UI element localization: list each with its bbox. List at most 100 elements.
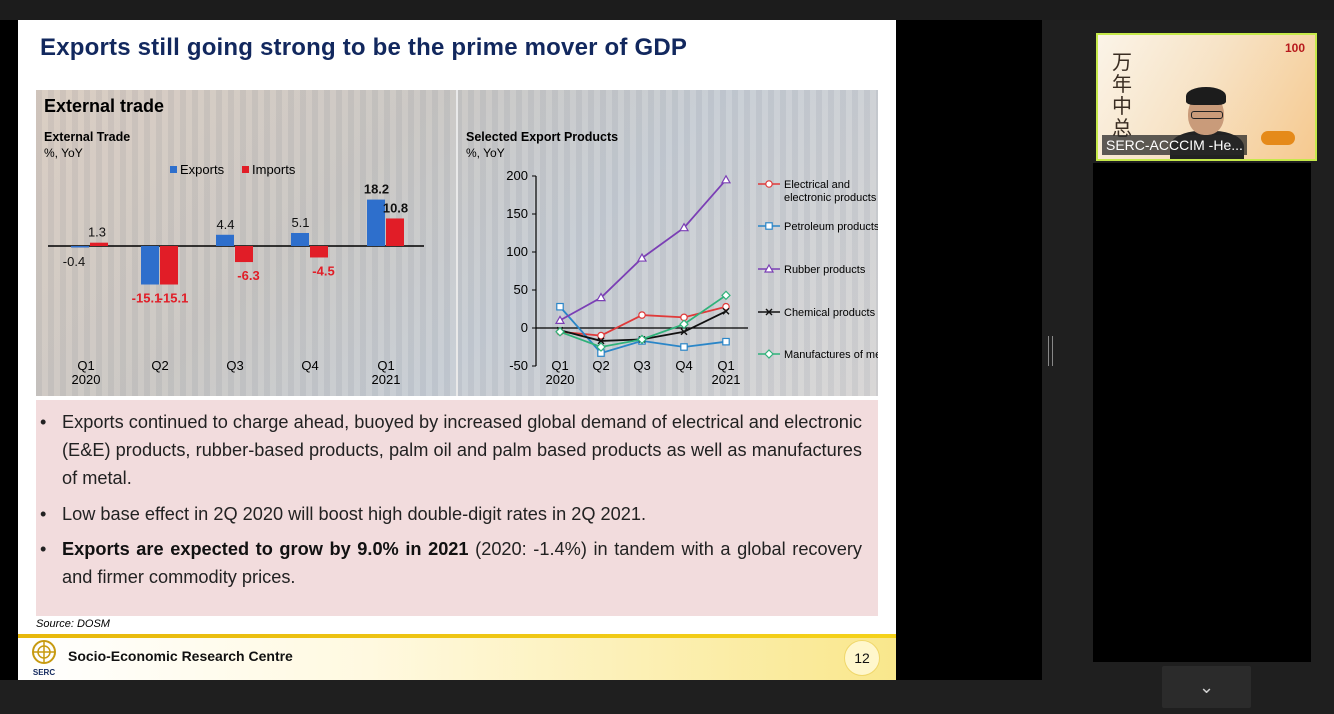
bar-imports [160, 246, 178, 285]
bar-exports [291, 232, 309, 246]
external-trade-bar-chart: Exports Imports-0.41.3Q12020-15.1-15.1Q24… [48, 162, 424, 387]
panel-resize-handle[interactable] [1048, 336, 1053, 366]
data-label: -6.3 [237, 268, 259, 283]
data-point [597, 331, 605, 340]
logo-text: SERC [33, 668, 55, 677]
bar-imports [235, 246, 253, 263]
data-label: 10.8 [383, 200, 408, 215]
legend-label: Rubber products [784, 264, 866, 276]
legend-marker [764, 349, 774, 359]
y-tick-label: 150 [506, 206, 528, 221]
x-tick-label: Q1 [77, 358, 94, 373]
x-tick-label: Q1 [377, 358, 394, 373]
calligraphy-decoration: 万年中总 [1112, 50, 1132, 140]
legend-label: Imports [252, 162, 296, 177]
x-tick-label: 2020 [72, 372, 101, 387]
slide-footer: SERC Socio-Economic Research Centre 12 [18, 638, 896, 680]
bullet-bold-text: Exports are expected to grow by 9.0% in … [62, 539, 469, 559]
x-tick-label: Q3 [226, 358, 243, 373]
organization-name: Socio-Economic Research Centre [68, 648, 293, 664]
data-point [722, 307, 730, 315]
legend-swatch [242, 166, 249, 173]
bullet-points-box: • Exports continued to charge ahead, buo… [36, 400, 878, 616]
bullet-text: Exports are expected to grow by 9.0% in … [62, 535, 862, 591]
x-tick-label: Q2 [592, 358, 609, 373]
source-note: Source: DOSM [36, 618, 110, 630]
legend-marker [763, 263, 775, 273]
bar-exports [367, 199, 385, 246]
data-point [636, 252, 648, 262]
data-point [680, 343, 688, 351]
bar-exports [71, 246, 89, 248]
serc-logo-icon: SERC [32, 640, 56, 677]
x-tick-label: 2020 [546, 372, 575, 387]
participant-glasses [1191, 111, 1223, 119]
data-point [720, 174, 732, 184]
legend-label: Exports [180, 162, 225, 177]
panel-divider [456, 90, 458, 396]
participant-video-tile[interactable]: 万年中总 100 SERC-ACCCIM -He... [1096, 33, 1317, 161]
data-label: 5.1 [291, 215, 309, 230]
decoration [1261, 131, 1295, 145]
data-point [722, 302, 730, 311]
chevron-down-icon: ⌄ [1198, 677, 1215, 697]
y-tick-label: -50 [509, 358, 528, 373]
x-tick-label: Q1 [551, 358, 568, 373]
x-tick-label: Q2 [151, 358, 168, 373]
footer-accent-line [18, 634, 896, 638]
data-point [721, 290, 731, 301]
data-label: 1.3 [88, 225, 106, 240]
bar-exports [141, 246, 159, 285]
y-tick-label: 100 [506, 244, 528, 259]
legend-label: Petroleum products [784, 221, 878, 233]
data-label: -15.1 [159, 291, 189, 306]
bar-imports [310, 246, 328, 258]
x-tick-label: Q4 [301, 358, 318, 373]
x-tick-label: 2021 [372, 372, 401, 387]
data-point [596, 342, 606, 352]
presentation-slide: Exports still going strong to be the pri… [18, 20, 896, 680]
legend-marker [765, 222, 773, 230]
data-point [554, 315, 566, 324]
series-line [559, 305, 727, 337]
data-label: -15.1 [132, 291, 162, 306]
data-label: 18.2 [364, 182, 389, 197]
x-tick-label: 2021 [712, 372, 741, 387]
bar-exports [216, 234, 234, 246]
legend-marker [765, 180, 773, 188]
data-label: -0.4 [63, 254, 85, 269]
legend-label: Chemical products [784, 307, 876, 319]
participant-hair [1186, 87, 1226, 105]
line-chart-title: Selected Export Products [466, 130, 619, 144]
bullet-text: Low base effect in 2Q 2020 will boost hi… [62, 504, 647, 524]
legend-label: Manufactures of metal [784, 349, 878, 361]
bar-imports [386, 218, 404, 246]
legend-marker [765, 308, 773, 316]
x-tick-label: Q1 [717, 358, 734, 373]
x-tick-label: Q3 [633, 358, 650, 373]
data-point [555, 326, 565, 337]
panel-heading: External trade [44, 96, 165, 116]
data-label: 4.4 [216, 217, 234, 232]
charts-panel: External trade External Trade %, YoY Exp… [36, 90, 878, 396]
data-point [556, 302, 564, 311]
data-point [597, 337, 605, 345]
data-point [722, 337, 730, 346]
participant-name-label: SERC-ACCCIM -He... [1102, 135, 1247, 155]
collapse-button[interactable]: ⌄ [1162, 666, 1251, 708]
bullet-rest-text: (2020: -1.4%) in tandem with a global re… [62, 539, 862, 587]
line-chart-unit: %, YoY [466, 146, 505, 160]
slide-title: Exports still going strong to be the pri… [40, 34, 688, 61]
page-number: 12 [844, 640, 880, 676]
y-tick-label: 50 [514, 282, 528, 297]
y-tick-label: 0 [521, 320, 528, 335]
data-point [679, 319, 689, 330]
data-point [637, 334, 647, 345]
data-point [595, 292, 607, 302]
series-line [559, 179, 727, 322]
data-point [638, 311, 646, 319]
participants-panel [1093, 163, 1311, 662]
bullet-text: Exports continued to charge ahead, buoye… [62, 412, 862, 488]
anniversary-badge: 100 [1284, 41, 1305, 55]
